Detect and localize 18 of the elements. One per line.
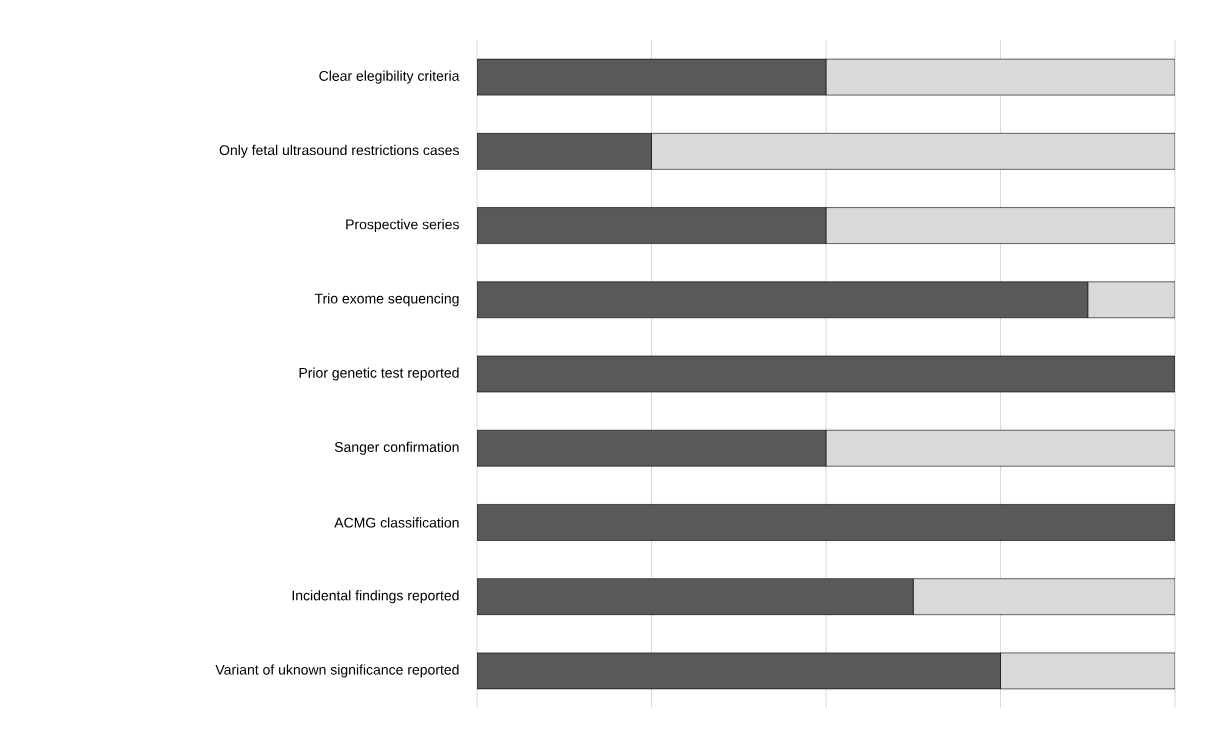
y-tick-label: Prior genetic test reported (299, 367, 459, 381)
y-tick-label: Variant of uknown significance reported (215, 664, 459, 678)
y-tick-label: Clear elegibility criteria (319, 70, 460, 84)
bar (477, 355, 1176, 393)
bar (477, 504, 1176, 541)
bar (477, 652, 1001, 690)
bar (477, 429, 827, 467)
bar (477, 578, 914, 615)
y-tick-label: Incidental findings reported (292, 590, 459, 604)
bar (477, 281, 1089, 319)
y-tick-label: ACMG classification (334, 517, 459, 528)
y-tick-label: Prospective series (346, 219, 459, 233)
y-tick-label: Trio exome sequencing (314, 293, 459, 307)
y-tick-label: Only fetal ultrasound restrictions cases (219, 144, 459, 158)
bar (477, 133, 652, 170)
y-tick-label: Sanger confirmation (334, 441, 459, 455)
bar (477, 58, 827, 96)
bar (477, 207, 827, 244)
